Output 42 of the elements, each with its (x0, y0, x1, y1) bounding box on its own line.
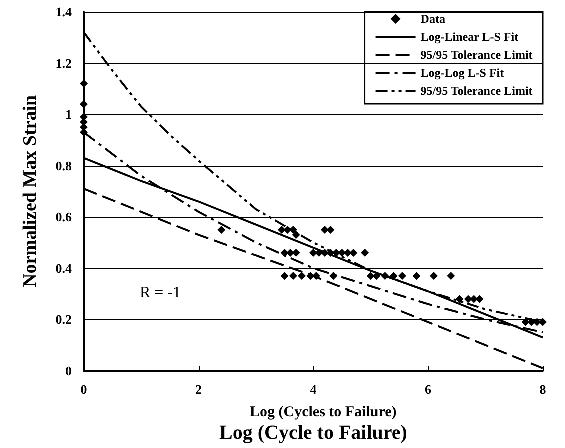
x-tick-label: 2 (196, 382, 202, 397)
y-tick-label: 0.4 (56, 260, 72, 276)
y-tick-label: 0.2 (56, 312, 72, 328)
point (310, 249, 318, 258)
point (218, 226, 226, 234)
point (398, 272, 406, 280)
point (464, 295, 472, 304)
x-tick-label: 8 (540, 382, 547, 397)
x-axis-title: Log (Cycle to Failure) (220, 422, 408, 444)
y-tick-label: 0.6 (56, 210, 72, 225)
point (456, 295, 464, 304)
legend-label: 95/95 Tolerance Limit (420, 84, 533, 98)
y-tick-label: 0.8 (56, 158, 72, 174)
point (292, 249, 300, 258)
x-tick-label: 6 (425, 382, 432, 397)
legend-label: Data (420, 12, 446, 26)
point (80, 80, 88, 88)
point (280, 272, 289, 280)
x-tick-label: 4 (310, 382, 318, 397)
point (289, 272, 298, 280)
point (298, 272, 306, 280)
point (326, 226, 335, 234)
annotation: R = -1 (140, 284, 182, 302)
legend-label: Log-Linear L-S Fit (420, 30, 519, 44)
y-axis-title: Normalized Max Strain (20, 95, 41, 288)
point (430, 272, 438, 280)
y-tick-label: 0 (66, 364, 72, 378)
point (80, 100, 88, 108)
point (320, 226, 329, 234)
text: Log (Cycles to Failure) (250, 404, 397, 420)
point (278, 226, 286, 234)
y-tick-label: 1.2 (56, 56, 72, 71)
point (447, 272, 456, 280)
point (412, 272, 421, 280)
point (366, 272, 375, 280)
point (350, 249, 358, 258)
y-tick-label: 1.4 (56, 4, 72, 20)
point (361, 249, 370, 258)
y-tick-label: 1 (66, 107, 72, 122)
x-tick-label: 0 (80, 382, 88, 397)
legend-label: 95/95 Tolerance Limit (420, 48, 533, 62)
legend-label: Log-Log L-S Fit (420, 66, 504, 80)
